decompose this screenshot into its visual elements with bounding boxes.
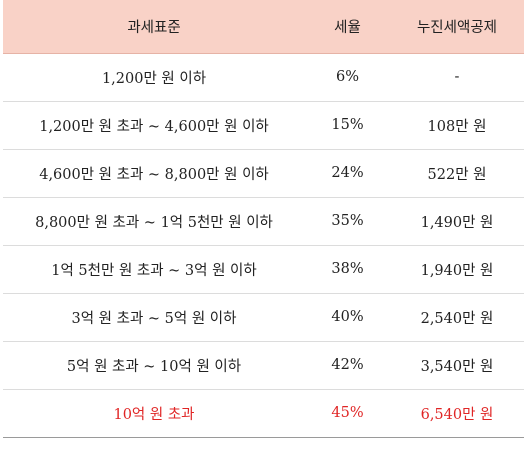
- cell-tax-rate: 45%: [305, 388, 390, 438]
- cell-deduction: 3,540만 원: [390, 340, 524, 389]
- cell-tax-rate: 35%: [305, 196, 390, 245]
- table-row-highlighted: 10억 원 초과 45% 6,540만 원: [3, 388, 524, 438]
- cell-tax-base: 1,200만 원 이하: [101, 70, 207, 87]
- cell-tax-rate: 40%: [305, 292, 390, 341]
- header-row: 과세표준 세율 누진세액공제: [3, 0, 524, 54]
- header-tax-base: 과세표준: [3, 0, 305, 54]
- cell-tax-rate: 6%: [335, 69, 359, 85]
- table-row: 4,600만 원 초과 ~ 8,800만 원 이하 24% 522만 원: [3, 148, 524, 197]
- cell-tax-base: 5억 원 초과 ~ 10억 원 이하: [3, 340, 305, 389]
- table-row: 1,200만 원 초과 ~ 4,600만 원 이하 15% 108만 원: [3, 100, 524, 149]
- cell-deduction: 2,540만 원: [390, 292, 524, 341]
- table-row: 1억 5천만 원 초과 ~ 3억 원 이하 38% 1,940만 원: [3, 244, 524, 293]
- cell-tax-base: 3억 원 초과 ~ 5억 원 이하: [3, 292, 305, 341]
- table-row: 5억 원 초과 ~ 10억 원 이하 42% 3,540만 원: [3, 340, 524, 389]
- tax-rate-table: 과세표준 세율 누진세액공제 1,200만 원 이하 6% - 1,200만 원…: [3, 0, 524, 438]
- table-row: 3억 원 초과 ~ 5억 원 이하 40% 2,540만 원: [3, 292, 524, 341]
- cell-tax-base: 1억 5천만 원 초과 ~ 3억 원 이하: [3, 244, 305, 293]
- table-row: 1,200만 원 이하 6% -: [3, 53, 524, 101]
- header-tax-rate: 세율: [305, 0, 390, 54]
- cell-tax-base: 1,200만 원 초과 ~ 4,600만 원 이하: [3, 100, 305, 149]
- table-body: 1,200만 원 이하 6% - 1,200만 원 초과 ~ 4,600만 원 …: [3, 53, 524, 438]
- table-row: 8,800만 원 초과 ~ 1억 5천만 원 이하 35% 1,490만 원: [3, 196, 524, 245]
- cell-deduction: 522만 원: [390, 148, 524, 197]
- cell-tax-base: 4,600만 원 초과 ~ 8,800만 원 이하: [3, 148, 305, 197]
- cell-tax-rate: 24%: [305, 148, 390, 197]
- cell-tax-rate: 15%: [305, 100, 390, 149]
- cell-tax-rate: 38%: [305, 244, 390, 293]
- cell-tax-base: 8,800만 원 초과 ~ 1억 5천만 원 이하: [3, 196, 305, 245]
- cell-tax-rate: 42%: [305, 340, 390, 389]
- header-progressive-deduction: 누진세액공제: [390, 0, 524, 54]
- cell-deduction: 6,540만 원: [390, 388, 524, 438]
- cell-tax-base: 10억 원 초과: [3, 388, 305, 438]
- cell-deduction: 1,940만 원: [390, 244, 524, 293]
- table-header: 과세표준 세율 누진세액공제: [3, 0, 524, 54]
- cell-deduction: -: [454, 69, 460, 85]
- cell-deduction: 108만 원: [390, 100, 524, 149]
- cell-deduction: 1,490만 원: [390, 196, 524, 245]
